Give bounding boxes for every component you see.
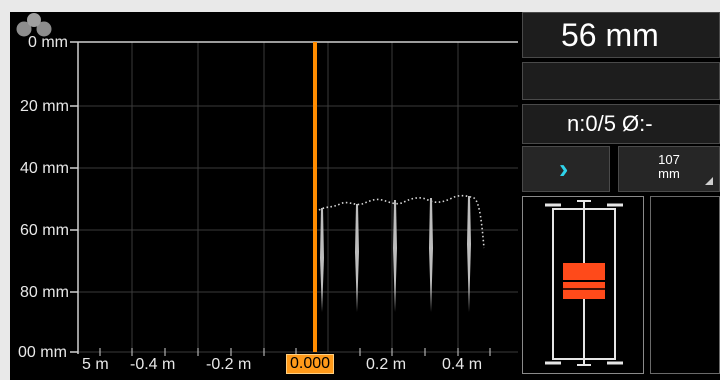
x-label-2: -0.2 m bbox=[206, 356, 252, 373]
chevron-right-icon: › bbox=[559, 153, 569, 184]
range-unit: mm bbox=[658, 166, 680, 181]
scanner-screen: 0 mm 20 mm 40 mm 60 mm 80 mm 00 mm 5 m -… bbox=[10, 12, 720, 380]
scan-profile-line bbox=[318, 194, 485, 249]
y-label-4: 80 mm bbox=[20, 284, 69, 301]
x-ticks bbox=[99, 348, 491, 356]
next-button[interactable]: › bbox=[522, 146, 610, 192]
plot-canvas bbox=[70, 41, 518, 356]
y-ticks bbox=[70, 41, 78, 353]
range-button[interactable]: 107 mm bbox=[618, 146, 720, 192]
y-label-2: 40 mm bbox=[20, 160, 69, 177]
info-field bbox=[522, 62, 720, 100]
side-panel: 56 mm n:0/5 Ø:- › 107 mm bbox=[520, 12, 720, 380]
device-logo-icon bbox=[16, 13, 52, 37]
depth-readout: 56 mm bbox=[522, 12, 720, 58]
range-value: 107 bbox=[658, 152, 680, 167]
depth-gauge bbox=[522, 196, 644, 374]
depth-plot[interactable]: 0 mm 20 mm 40 mm 60 mm 80 mm 00 mm 5 m -… bbox=[10, 12, 518, 380]
secondary-view bbox=[650, 196, 720, 374]
gauge-graphic bbox=[545, 200, 623, 366]
cursor-position-label: 0.000 bbox=[286, 354, 335, 374]
corner-triangle-icon bbox=[705, 177, 713, 185]
y-label-0: 0 mm bbox=[28, 34, 68, 51]
y-label-5: 00 mm bbox=[18, 344, 67, 361]
bar-count-readout: n:0/5 Ø:- bbox=[522, 104, 720, 144]
x-label-1: -0.4 m bbox=[130, 356, 176, 373]
y-label-3: 60 mm bbox=[20, 222, 69, 239]
rebar-echoes bbox=[320, 196, 471, 312]
y-label-1: 20 mm bbox=[20, 98, 69, 115]
x-label-4: 0.2 m bbox=[366, 356, 407, 373]
x-label-5: 0.4 m bbox=[442, 356, 483, 373]
plot-grid bbox=[78, 41, 518, 353]
x-label-0: 5 m bbox=[82, 356, 109, 373]
